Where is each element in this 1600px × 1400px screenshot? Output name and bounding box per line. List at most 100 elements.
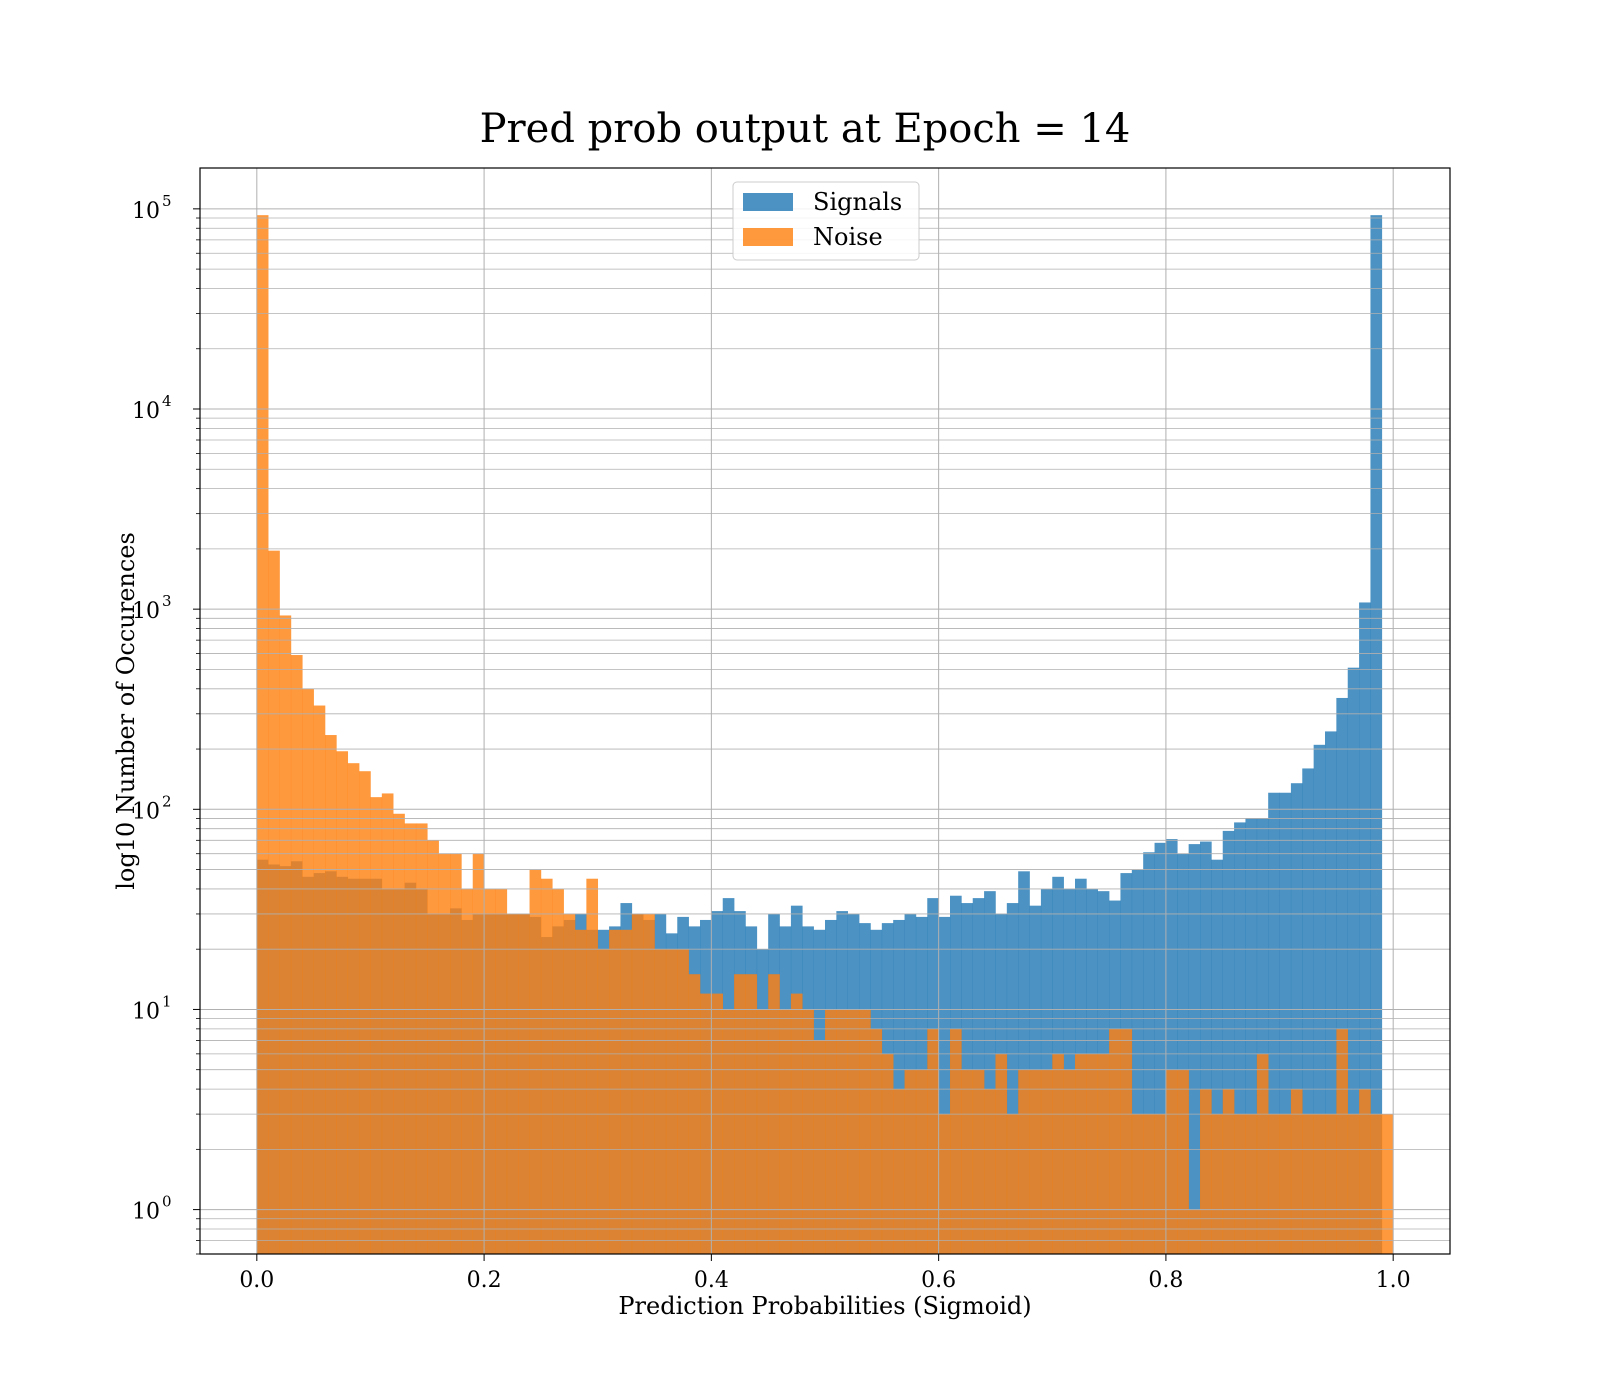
y-tick-label: 10	[132, 599, 160, 624]
bar-noise	[1222, 1089, 1235, 1254]
grid-group	[200, 168, 1450, 1255]
bar-noise	[1336, 1028, 1349, 1254]
bar-noise	[631, 913, 644, 1254]
chart-title: Pred prob output at Epoch = 14	[480, 106, 1131, 152]
bar-noise	[290, 655, 303, 1254]
bar-noise	[1040, 1069, 1053, 1254]
bar-signals	[1268, 792, 1280, 1254]
bar-noise	[597, 949, 610, 1254]
bar-noise	[1290, 1089, 1303, 1254]
bar-noise	[859, 1009, 871, 1254]
bar-noise	[1154, 1114, 1167, 1254]
bar-noise	[654, 949, 667, 1254]
bar-noise	[1370, 1114, 1383, 1254]
x-tick-label: 0.4	[694, 1268, 729, 1293]
legend-swatch-noise	[743, 228, 793, 246]
bar-noise	[677, 949, 689, 1254]
y-tick-label: 10	[132, 199, 160, 224]
bar-noise	[643, 913, 655, 1254]
bar-noise	[756, 1009, 769, 1254]
y-tick-exponent: 4	[162, 392, 172, 410]
bar-noise	[1347, 1114, 1360, 1254]
bar-noise	[495, 888, 508, 1254]
bar-noise	[279, 615, 292, 1254]
bar-noise	[665, 949, 678, 1254]
bar-signals	[1211, 859, 1224, 1254]
y-tick-label: 10	[132, 799, 160, 824]
bar-signals	[1018, 871, 1030, 1254]
bar-noise	[552, 888, 564, 1254]
bar-noise	[1075, 1053, 1087, 1254]
bar-noise	[1165, 1069, 1178, 1254]
bar-noise	[1313, 1114, 1326, 1254]
bar-signals	[1336, 697, 1349, 1254]
bar-noise	[779, 1009, 792, 1254]
bar-noise	[881, 1053, 894, 1254]
bar-noise	[268, 550, 280, 1254]
bar-noise	[529, 869, 542, 1254]
bar-signals	[1347, 667, 1360, 1254]
bar-noise	[1325, 1114, 1337, 1254]
bar-noise	[1029, 1069, 1042, 1254]
bar-noise	[359, 771, 371, 1254]
bar-noise	[836, 1009, 849, 1254]
bar-noise	[961, 1069, 974, 1254]
legend: Signals Noise	[732, 181, 920, 261]
bar-noise	[1234, 1114, 1246, 1254]
bar-noise	[1063, 1069, 1076, 1254]
bar-signals	[938, 916, 951, 1254]
legend-label-noise: Noise	[813, 223, 883, 251]
bar-noise	[336, 751, 349, 1254]
bar-noise	[904, 1069, 917, 1254]
bar-noise	[563, 913, 576, 1254]
bar-signals	[1313, 744, 1326, 1254]
bar-noise	[1188, 1209, 1201, 1254]
bar-noise	[1279, 1114, 1292, 1254]
plot-frame	[199, 167, 1451, 1255]
bar-noise	[313, 705, 326, 1254]
bar-noise	[609, 929, 621, 1254]
bar-noise	[1006, 1114, 1019, 1254]
bar-noise	[586, 878, 599, 1254]
x-tick-label: 0.0	[239, 1268, 274, 1293]
bars-group	[256, 215, 1394, 1254]
y-tick-exponent: 0	[162, 1193, 172, 1211]
bar-noise	[1200, 1089, 1212, 1254]
bar-noise	[1097, 1053, 1110, 1254]
bar-signals	[1188, 844, 1201, 1254]
x-axis-ticks: 0.0 0.2 0.4 0.6 0.8 1.0	[239, 1254, 1411, 1293]
bar-noise	[506, 913, 519, 1254]
bar-signals	[1245, 818, 1258, 1254]
bar-noise	[427, 840, 439, 1254]
bar-noise	[302, 688, 314, 1254]
bar-signals	[1359, 602, 1371, 1254]
y-axis-label: log10 Number of Occurences	[112, 532, 140, 890]
bar-noise	[1143, 1114, 1155, 1254]
bar-noise	[404, 823, 417, 1254]
bar-noise	[518, 913, 530, 1254]
bar-noise	[825, 1009, 837, 1254]
bar-noise	[1381, 1114, 1394, 1254]
bar-noise	[711, 993, 724, 1254]
bar-noise	[972, 1069, 985, 1254]
bar-noise	[1052, 1053, 1064, 1254]
bar-noise	[893, 1089, 905, 1254]
bar-noise	[1086, 1053, 1099, 1254]
bar-signals	[1234, 822, 1246, 1254]
bar-noise	[393, 813, 405, 1254]
bar-noise	[813, 1040, 826, 1254]
bar-signals	[984, 891, 996, 1254]
bar-noise	[984, 1089, 996, 1254]
x-tick-label: 0.6	[921, 1268, 956, 1293]
y-tick-exponent: 1	[162, 992, 172, 1010]
bar-noise	[1109, 1028, 1121, 1254]
x-axis-label: Prediction Probabilities (Sigmoid)	[618, 1292, 1031, 1320]
bar-noise	[938, 1114, 951, 1254]
bar-noise	[915, 1069, 928, 1254]
bar-noise	[870, 1028, 883, 1254]
y-tick-label: 10	[132, 399, 160, 424]
bar-noise	[995, 1053, 1008, 1254]
